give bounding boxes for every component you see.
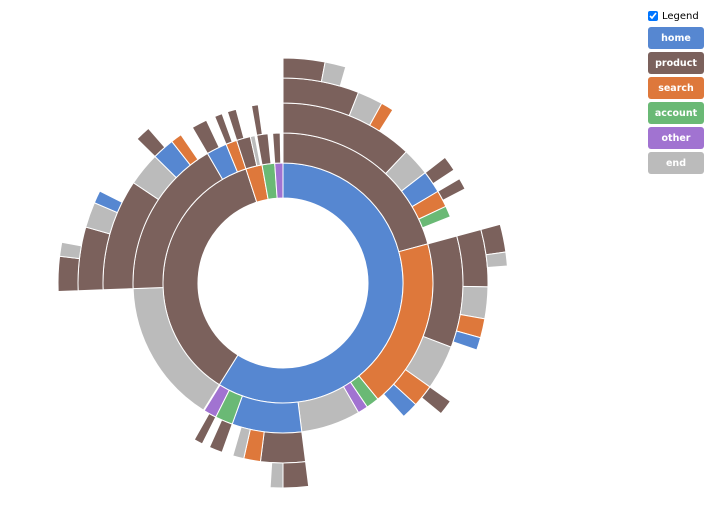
sunburst-arc[interactable]	[282, 461, 310, 489]
sunburst-arc[interactable]	[382, 383, 417, 418]
sunburst-arc[interactable]	[250, 104, 263, 136]
sunburst-arc[interactable]	[459, 285, 489, 320]
sunburst-arc[interactable]	[136, 127, 166, 158]
legend: Legend home product search account other end	[648, 8, 706, 174]
sunburst-arc[interactable]	[57, 255, 81, 292]
legend-item: end	[648, 152, 704, 174]
sunburst-arc[interactable]	[259, 431, 307, 464]
sunburst-arc[interactable]	[424, 156, 455, 185]
chart	[57, 57, 508, 489]
sunburst-arc[interactable]	[193, 412, 217, 445]
sunburst-arc[interactable]	[282, 57, 326, 83]
legend-checkbox[interactable]	[648, 11, 658, 21]
sunburst-arc[interactable]	[420, 386, 452, 415]
sunburst-arc[interactable]	[452, 330, 482, 351]
sunburst-arc[interactable]	[232, 426, 251, 460]
legend-item: product	[648, 52, 704, 74]
sunburst-arc[interactable]	[226, 108, 245, 141]
sunburst-arc[interactable]	[59, 241, 82, 260]
legend-item: home	[648, 27, 704, 49]
sunburst-arc[interactable]	[191, 119, 220, 155]
sunburst-arc[interactable]	[269, 462, 284, 489]
legend-item: account	[648, 102, 704, 124]
sunburst-arc[interactable]	[369, 102, 394, 132]
legend-title: Legend	[662, 10, 699, 22]
sunburst-arc[interactable]	[171, 134, 199, 166]
sunburst-arc[interactable]	[272, 132, 282, 164]
sunburst-arc[interactable]	[249, 135, 262, 167]
sunburst-arc[interactable]	[418, 205, 452, 229]
legend-item: search	[648, 77, 704, 99]
sunburst-arc[interactable]	[208, 419, 233, 453]
sunburst-arc[interactable]	[93, 190, 123, 214]
legend-item: other	[648, 127, 704, 149]
sunburst-arc[interactable]	[485, 251, 508, 269]
sunburst-arc[interactable]	[213, 113, 233, 145]
sunburst-arc[interactable]	[437, 177, 466, 201]
legend-toggle[interactable]: Legend	[648, 8, 706, 24]
sunburst-arc[interactable]	[320, 61, 347, 87]
